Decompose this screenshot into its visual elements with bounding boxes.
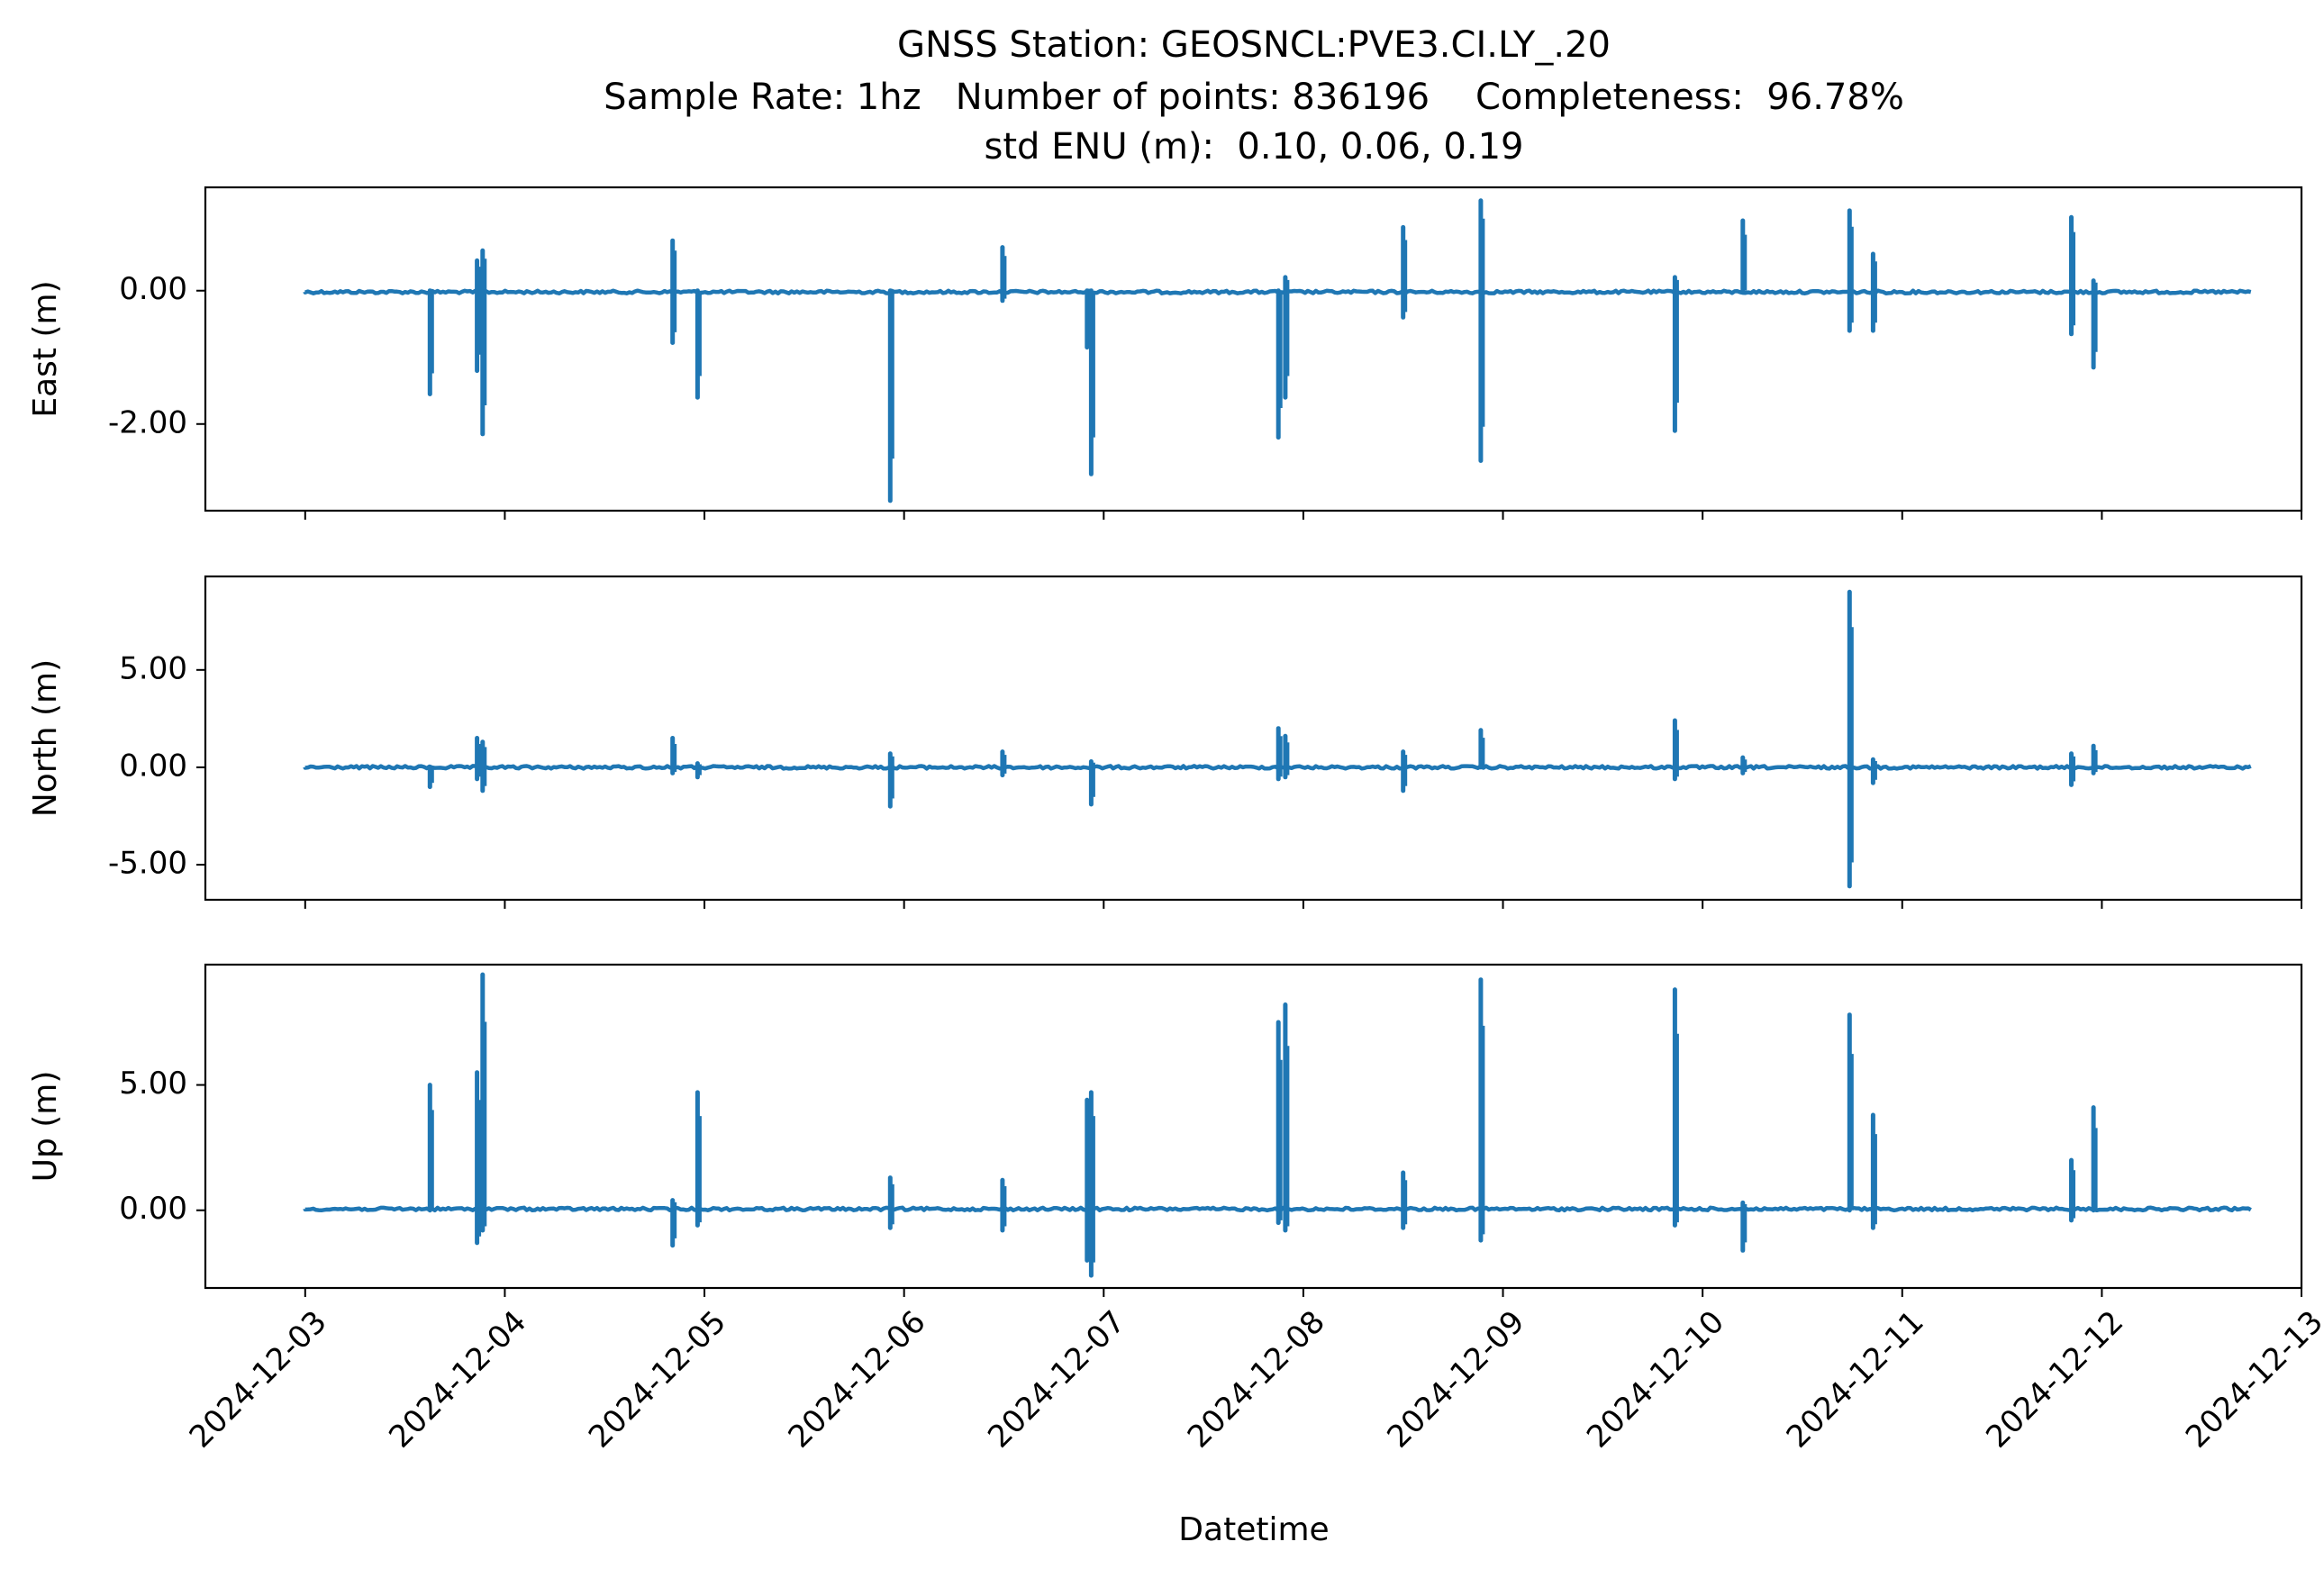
north-axes-frame xyxy=(204,575,2303,902)
east-axes-frame xyxy=(204,186,2303,512)
x-axis-label: Datetime xyxy=(1178,1511,1329,1548)
east-ytick-label-1: -2.00 xyxy=(108,404,187,440)
north-ytick-label-0: 5.00 xyxy=(119,650,187,686)
east-ytick-label-0: 0.00 xyxy=(119,271,187,307)
chart-title-line-1: GNSS Station: GEOSNCL:PVE3.CI.LY_.20 xyxy=(897,24,1611,66)
up-axes-frame xyxy=(204,963,2303,1290)
subplot-north: 5.00 0.00 -5.00 North (m) xyxy=(27,575,2303,909)
up-ytick-label-1: 0.00 xyxy=(119,1191,187,1227)
north-ytick-label-2: -5.00 xyxy=(108,846,187,882)
north-y-axis-label: North (m) xyxy=(27,659,64,817)
subplot-east: 0.00 -2.00 East (m) xyxy=(27,186,2303,520)
chart-title-line-2: Sample Rate: 1hz Number of points: 83619… xyxy=(604,77,1904,118)
east-y-axis-label: East (m) xyxy=(27,280,64,417)
north-ytick-label-1: 0.00 xyxy=(119,748,187,784)
up-ytick-label-0: 5.00 xyxy=(119,1066,187,1102)
up-y-axis-label: Up (m) xyxy=(27,1071,64,1183)
chart-title-line-3: std ENU (m): 0.10, 0.06, 0.19 xyxy=(985,126,1524,168)
